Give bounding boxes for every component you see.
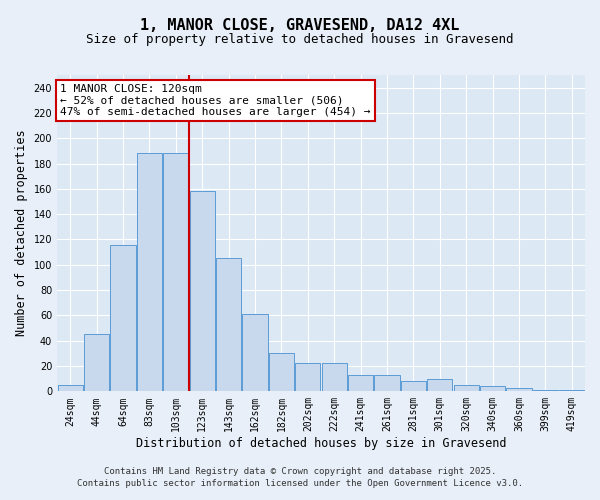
Bar bbox=[163, 154, 188, 392]
Text: Contains HM Land Registry data © Crown copyright and database right 2025.
Contai: Contains HM Land Registry data © Crown c… bbox=[77, 466, 523, 487]
Text: 1 MANOR CLOSE: 120sqm
← 52% of detached houses are smaller (506)
47% of semi-det: 1 MANOR CLOSE: 120sqm ← 52% of detached … bbox=[60, 84, 371, 117]
Bar bbox=[506, 388, 532, 392]
Text: 1, MANOR CLOSE, GRAVESEND, DA12 4XL: 1, MANOR CLOSE, GRAVESEND, DA12 4XL bbox=[140, 18, 460, 32]
Bar bbox=[559, 390, 584, 392]
Bar bbox=[269, 354, 294, 392]
Bar bbox=[216, 258, 241, 392]
Bar bbox=[427, 378, 452, 392]
X-axis label: Distribution of detached houses by size in Gravesend: Distribution of detached houses by size … bbox=[136, 437, 506, 450]
Bar bbox=[110, 244, 136, 392]
Bar bbox=[401, 381, 426, 392]
Bar bbox=[137, 154, 162, 392]
Bar bbox=[533, 390, 558, 392]
Bar bbox=[454, 385, 479, 392]
Bar bbox=[84, 334, 109, 392]
Bar bbox=[480, 386, 505, 392]
Bar bbox=[374, 375, 400, 392]
Bar bbox=[190, 192, 215, 392]
Bar bbox=[242, 314, 268, 392]
Text: Size of property relative to detached houses in Gravesend: Size of property relative to detached ho… bbox=[86, 32, 514, 46]
Bar bbox=[295, 364, 320, 392]
Bar bbox=[58, 385, 83, 392]
Bar bbox=[348, 375, 373, 392]
Bar bbox=[322, 364, 347, 392]
Y-axis label: Number of detached properties: Number of detached properties bbox=[15, 130, 28, 336]
